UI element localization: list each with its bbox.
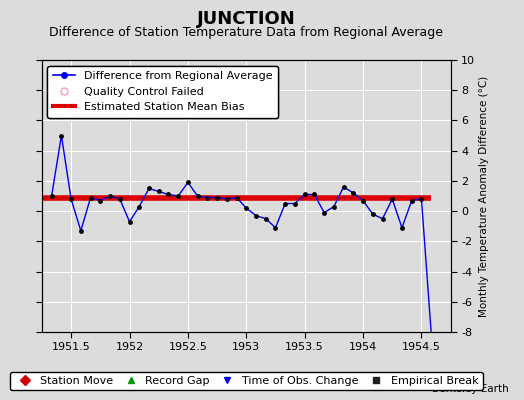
Text: JUNCTION: JUNCTION — [197, 10, 296, 28]
Text: Difference of Station Temperature Data from Regional Average: Difference of Station Temperature Data f… — [49, 26, 443, 39]
Y-axis label: Monthly Temperature Anomaly Difference (°C): Monthly Temperature Anomaly Difference (… — [479, 75, 489, 317]
Legend: Station Move, Record Gap, Time of Obs. Change, Empirical Break: Station Move, Record Gap, Time of Obs. C… — [10, 372, 483, 390]
Legend: Difference from Regional Average, Quality Control Failed, Estimated Station Mean: Difference from Regional Average, Qualit… — [48, 66, 278, 118]
Text: Berkeley Earth: Berkeley Earth — [432, 384, 508, 394]
